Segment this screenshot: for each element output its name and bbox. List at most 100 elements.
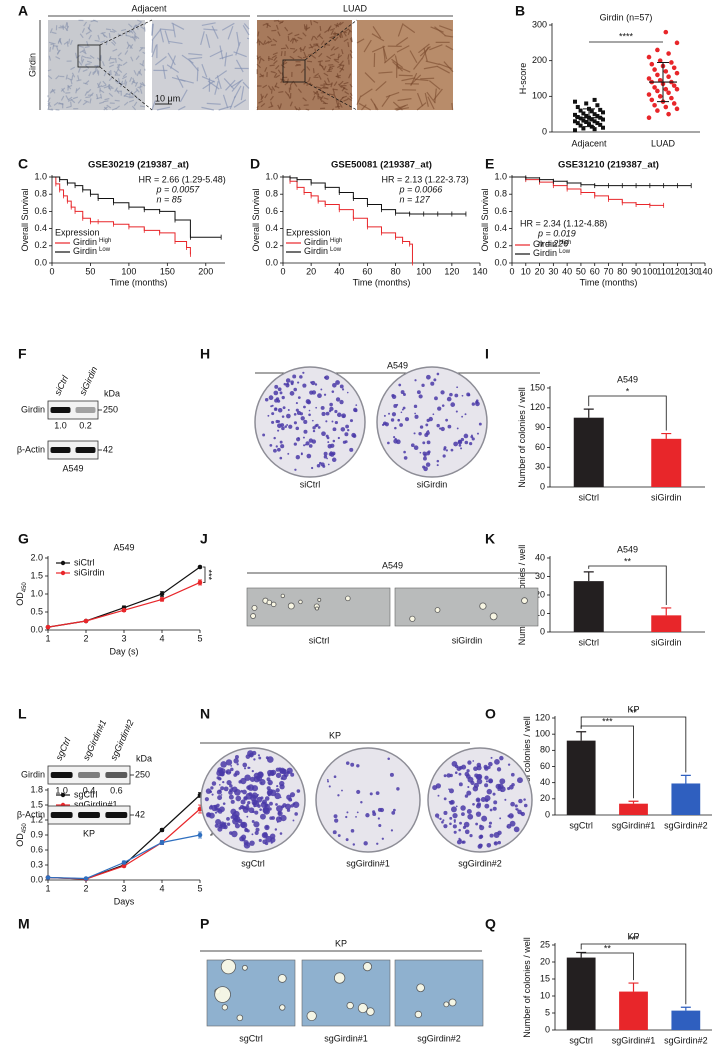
- texture: [48, 55, 52, 61]
- colony: [279, 796, 282, 799]
- annotation: HR = 2.13 (1.22-3.73): [382, 174, 469, 184]
- error-bar: [661, 607, 672, 616]
- chart-title: A549: [617, 544, 638, 554]
- band: [50, 772, 73, 778]
- texture: [294, 105, 298, 111]
- colony: [426, 418, 430, 423]
- colony: [409, 615, 416, 622]
- y-tick-label: 0: [542, 126, 547, 136]
- texture: [274, 82, 278, 88]
- texture: [325, 43, 331, 46]
- colony: [235, 795, 242, 802]
- lane-label: sgCtrl: [54, 735, 73, 761]
- colony: [381, 837, 384, 840]
- colony: [264, 398, 269, 402]
- texture: [151, 39, 154, 53]
- texture: [231, 80, 242, 92]
- error-bar: [628, 800, 639, 804]
- texture: [117, 52, 122, 57]
- colony: [244, 827, 248, 831]
- unit-label: kDa: [104, 388, 120, 398]
- bar: [671, 783, 701, 815]
- texture: [139, 88, 143, 94]
- colony: [229, 788, 233, 793]
- y-label-text: Overall Survival: [480, 188, 490, 251]
- colony: [437, 406, 442, 411]
- annotation: HR = 2.34 (1.12-4.88): [520, 218, 607, 228]
- colony: [494, 759, 500, 765]
- texture: [240, 86, 245, 101]
- texture: [273, 56, 278, 62]
- legend-name: Girdin: [533, 239, 557, 249]
- image-label: siGirdin: [452, 635, 483, 645]
- colony: [419, 451, 422, 454]
- texture: [92, 19, 99, 23]
- colony: [473, 766, 478, 772]
- texture: [293, 82, 298, 87]
- size-label: 42: [103, 444, 113, 454]
- data-point: [578, 116, 583, 121]
- texture: [131, 79, 135, 85]
- y-label-text: OD: [15, 592, 25, 606]
- texture: [77, 99, 82, 104]
- texture: [275, 65, 280, 70]
- texture: [402, 24, 416, 34]
- texture: [151, 100, 156, 111]
- texture: [116, 66, 120, 72]
- texture: [139, 62, 145, 67]
- texture: [297, 88, 302, 94]
- colony: [226, 779, 232, 786]
- colony: [308, 409, 311, 412]
- x-tick-label: 140: [472, 266, 487, 276]
- data-point: [589, 117, 594, 122]
- data-point: [121, 863, 127, 869]
- colony: [322, 464, 326, 468]
- texture: [108, 76, 113, 82]
- texture: [109, 30, 116, 33]
- texture: [65, 25, 70, 31]
- colony: [275, 767, 280, 772]
- x-tick-label: 1: [45, 883, 50, 893]
- texture: [136, 71, 140, 77]
- y-tick-label: 80: [540, 745, 550, 755]
- colony: [314, 606, 319, 611]
- bar: [619, 991, 648, 1030]
- colony: [219, 777, 222, 780]
- band: [50, 447, 71, 453]
- x-axis-label: Time (months): [580, 277, 638, 287]
- colony: [510, 772, 515, 777]
- texture: [123, 101, 129, 106]
- texture: [336, 73, 339, 79]
- texture: [272, 38, 278, 43]
- colony: [275, 803, 278, 806]
- colony: [248, 792, 253, 796]
- colony: [323, 451, 328, 456]
- data-point: [575, 105, 580, 110]
- colony: [299, 375, 303, 379]
- colony: [295, 455, 300, 460]
- y-tick-label: 1.5: [30, 570, 43, 580]
- texture: [121, 28, 127, 32]
- bar: [651, 438, 682, 487]
- colony: [342, 415, 345, 418]
- colony: [423, 456, 427, 461]
- data-point: [655, 88, 660, 94]
- colony: [282, 406, 286, 410]
- colony: [339, 384, 344, 389]
- colony: [517, 777, 523, 784]
- colony: [470, 780, 475, 785]
- colony: [432, 413, 435, 416]
- colony: [305, 441, 310, 446]
- texture: [434, 88, 437, 103]
- colony: [311, 419, 314, 422]
- texture: [329, 65, 335, 69]
- colony: [242, 762, 248, 768]
- texture: [105, 28, 111, 31]
- colony: [331, 420, 334, 423]
- texture: [83, 48, 87, 54]
- texture: [262, 22, 268, 26]
- colony: [335, 397, 341, 402]
- colony: [355, 815, 357, 818]
- colony: [449, 822, 452, 826]
- data-point: [45, 875, 51, 880]
